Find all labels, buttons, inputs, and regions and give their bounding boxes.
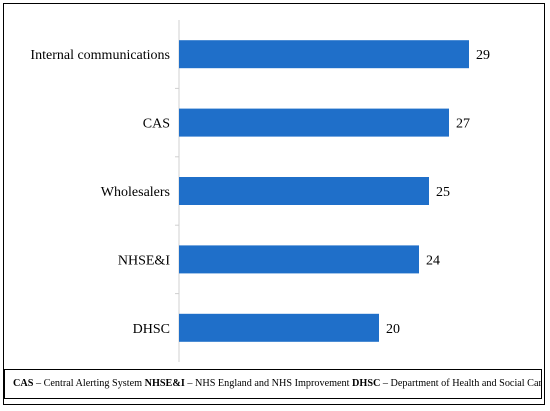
bar-dhsc [179,313,379,342]
footnote-item-dhsc: DHSC – Department of Health and Social C… [352,378,542,389]
bar-internal-communications [179,40,469,69]
bar-chart: Internal communications CAS Wholesalers NHS… [30,20,490,362]
value-label-wholesalers: 25 [436,185,450,200]
category-dividers [175,87,179,295]
value-label-cas: 27 [456,117,470,132]
category-label-nhse-i: NHSE&I [118,253,170,268]
abbreviation-footnote: CAS – Central Alerting System NHSE&I – N… [4,369,542,399]
chart-frame: Internal communications CAS Wholesalers NHS… [3,3,545,405]
category-label-cas: CAS [143,117,170,132]
bar-nhse-i [179,245,419,274]
category-label-wholesalers: Wholesalers [101,185,170,200]
category-label-dhsc: DHSC [133,322,170,337]
bar-cas [179,108,449,137]
value-label-dhsc: 20 [386,322,400,337]
bar-wholesalers [179,177,429,205]
footnote-item-cas: CAS – Central Alerting System [13,378,145,389]
value-label-internal-communications: 29 [476,48,490,63]
category-label-internal-communications: Internal communications [30,48,170,63]
value-label-nhse-i: 24 [426,253,440,268]
footnote-item-nhsei: NHSE&I – NHS England and NHS Improvement [144,378,353,389]
